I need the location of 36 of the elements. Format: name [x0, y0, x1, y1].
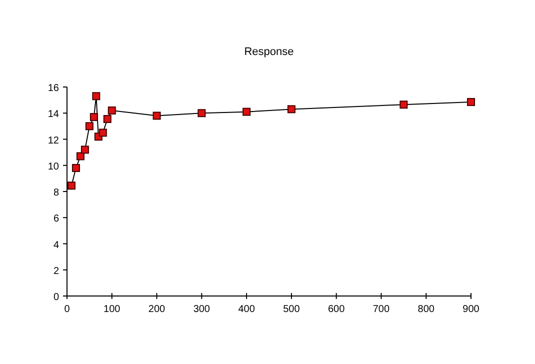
point [287, 105, 296, 114]
y-tick-label: 8 [53, 188, 60, 198]
point [85, 122, 94, 130]
point [72, 164, 80, 172]
y-tick-label: 14 [48, 109, 60, 120]
x-tick-label: 900 [462, 304, 480, 315]
point [242, 108, 251, 116]
y-tick-label: 2 [53, 266, 60, 277]
point [152, 112, 161, 120]
point [92, 92, 100, 100]
chart-title: Response [244, 46, 294, 58]
x-tick-label: 500 [283, 304, 300, 315]
x-tick-label: 700 [372, 304, 390, 315]
x-tick-label: 300 [193, 304, 210, 315]
point [90, 113, 98, 122]
point [67, 182, 76, 190]
y-tick-label: 0 [53, 292, 60, 303]
y-tick-label: 10 [48, 161, 60, 172]
x-tick-label: 400 [238, 304, 256, 315]
x-tick-label: 200 [148, 304, 166, 315]
x-tick-label: 0 [64, 304, 70, 315]
point [108, 106, 116, 115]
point [98, 128, 107, 137]
point [467, 98, 475, 106]
x-tick-label: 100 [104, 304, 121, 315]
point [103, 115, 112, 124]
y-tick-label: 16 [48, 83, 60, 94]
x-tick-label: 800 [418, 304, 435, 315]
x-tick-label: 600 [328, 304, 346, 315]
point [400, 100, 408, 109]
point [76, 152, 84, 160]
y-tick-label: 4 [53, 240, 60, 251]
y-tick-label: 12 [48, 135, 60, 146]
point [80, 146, 89, 154]
y-tick-label: 6 [53, 214, 60, 225]
point [198, 109, 206, 118]
